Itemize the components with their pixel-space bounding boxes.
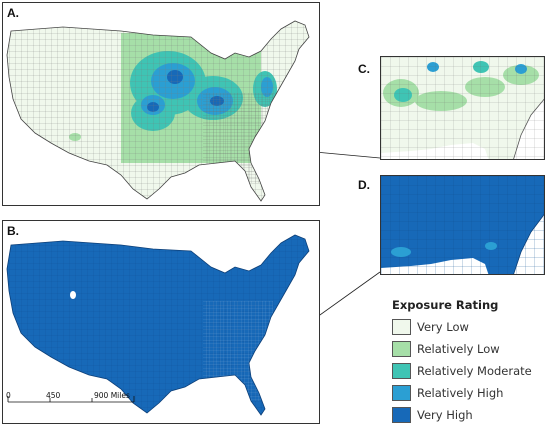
southeast-inset-map-c xyxy=(381,57,544,159)
map-panel-b: B. xyxy=(2,220,320,424)
legend-item-relatively-moderate: Relatively Moderate xyxy=(392,362,550,380)
scale-tick-450: 450 xyxy=(46,392,61,400)
legend-label: Relatively Low xyxy=(417,342,500,356)
legend-swatch xyxy=(392,407,411,423)
us-exposure-map-a xyxy=(6,20,310,202)
inset-map-c: C. xyxy=(380,56,545,160)
us-exposure-map-b xyxy=(6,234,310,416)
inset-map-d: D. xyxy=(380,175,545,275)
legend-swatch xyxy=(392,363,411,379)
scale-bar: 0 450 900 Miles xyxy=(6,392,135,403)
legend-item-very-high: Very High xyxy=(392,406,550,424)
legend-label: Very Low xyxy=(417,320,469,334)
legend-item-very-low: Very Low xyxy=(392,318,550,336)
legend-swatch xyxy=(392,319,411,335)
map-panel-a: A. xyxy=(2,2,320,206)
legend-label: Very High xyxy=(417,408,473,422)
legend: Exposure Rating Very Low Relatively Low … xyxy=(392,298,550,428)
legend-label: Relatively Moderate xyxy=(417,364,532,378)
panel-label-c-outer: C. xyxy=(358,62,370,76)
panel-label-a: A. xyxy=(7,6,19,20)
legend-swatch xyxy=(392,385,411,401)
legend-title: Exposure Rating xyxy=(392,298,499,312)
panel-label-d-outer: D. xyxy=(358,178,370,192)
legend-swatch xyxy=(392,341,411,357)
legend-item-relatively-low: Relatively Low xyxy=(392,340,550,358)
scale-tick-900: 900 Miles xyxy=(94,392,130,400)
legend-item-relatively-high: Relatively High xyxy=(392,384,550,402)
southeast-inset-map-d xyxy=(381,176,544,274)
legend-label: Relatively High xyxy=(417,386,504,400)
panel-label-b: B. xyxy=(7,224,19,238)
scale-tick-0: 0 xyxy=(6,392,11,400)
